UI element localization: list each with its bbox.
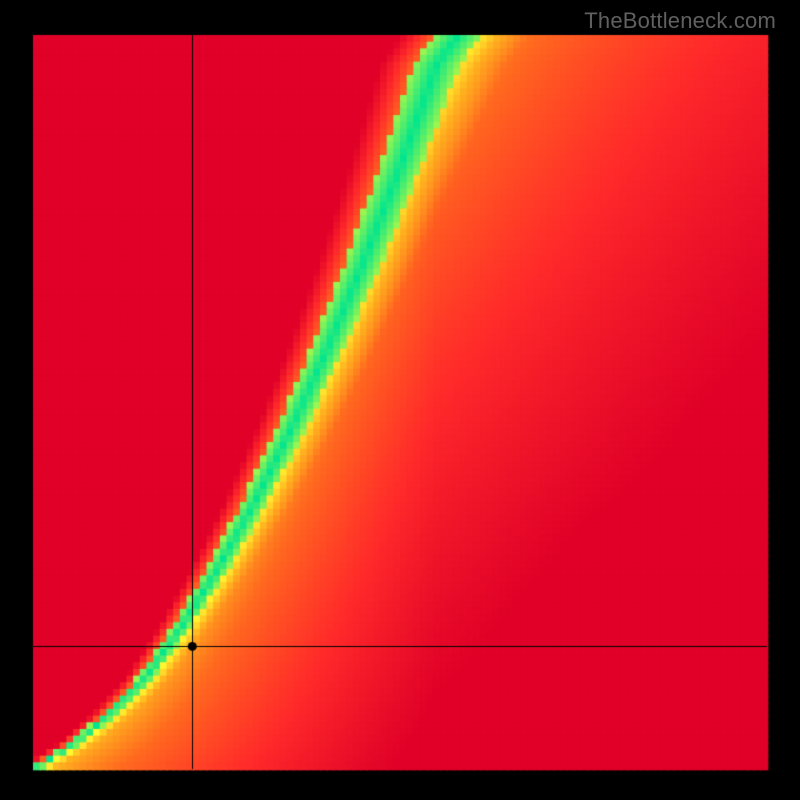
attribution-text: TheBottleneck.com [584, 8, 776, 34]
bottleneck-heatmap [0, 0, 800, 800]
figure-root: TheBottleneck.com [0, 0, 800, 800]
